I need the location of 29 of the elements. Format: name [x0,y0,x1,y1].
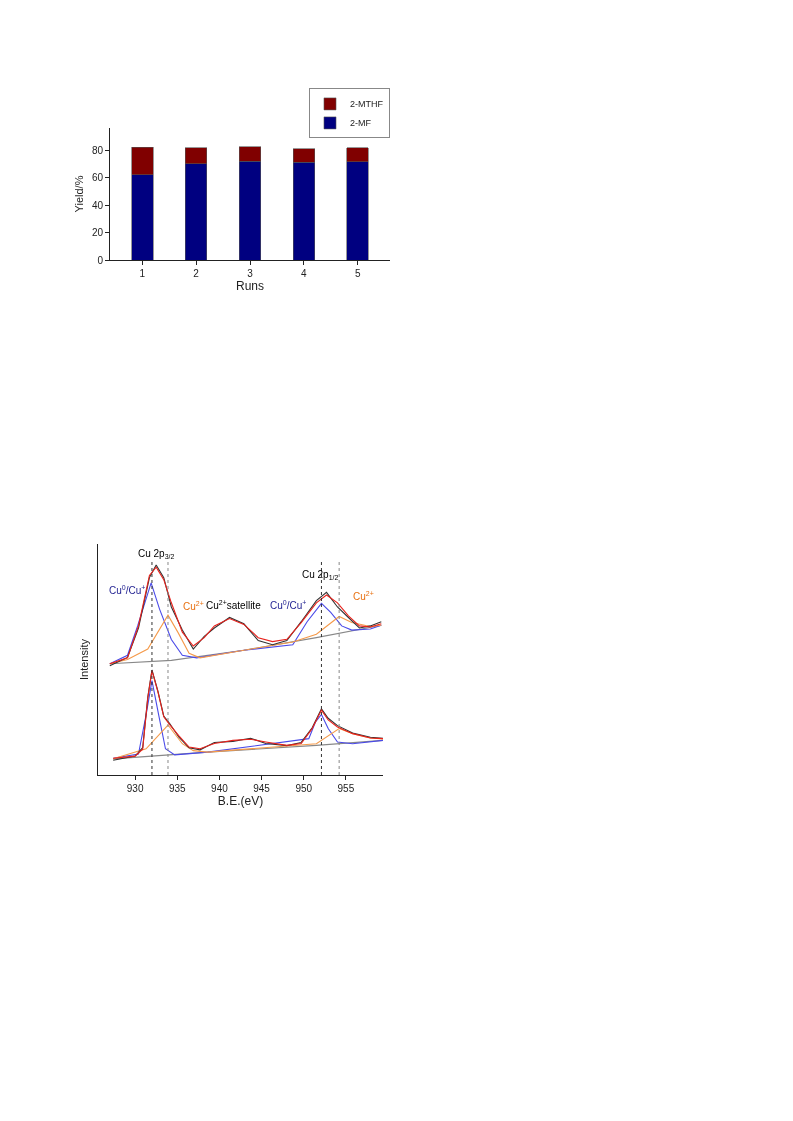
annotation: Cu$^{0}$/Cu$^{+}$ [109,584,146,597]
y-tick-label: 40 [91,199,104,211]
x-tick-label: 930 [126,783,144,794]
x-tick-label: 945 [253,783,271,794]
annotation: Cu$^{2+}$satellite [206,599,262,612]
y-axis-title: Intensity [77,638,90,680]
annotation: Cu 2p$_{1/2}$ [302,569,339,582]
text: Cu 2p$_{3/2}$ [138,548,175,561]
x-axis-title: Runs [235,279,265,293]
x-tick-label: 955 [337,783,355,794]
x-tick-label: 3 [247,268,254,279]
x-tick-label: 950 [295,783,313,794]
legend-label: 2-MF [350,118,372,129]
x-tick-label: 1 [139,268,146,279]
x-tick-label: 5 [354,268,361,279]
y-tick-label: 0 [97,254,104,266]
annotation: Cu$^{2+}$ [353,590,374,603]
x-tick-label: 4 [301,268,308,279]
y-tick-label: 80 [91,144,104,156]
x-tick-label: 2 [193,268,200,279]
x-tick-label: 935 [168,783,187,794]
x-tick-label: 940 [211,783,229,794]
legend-label: 2-MTHF [350,99,384,110]
x-axis-title: B.E.(eV) [217,794,264,808]
annotation: Cu$^{0}$/Cu$^{+}$ [270,599,307,612]
annotation: Cu$^{2+}$ [183,600,204,613]
y-tick-label: 20 [91,227,104,238]
y-tick-label: 60 [91,172,104,183]
y-axis-title: Yield/% [72,175,85,213]
